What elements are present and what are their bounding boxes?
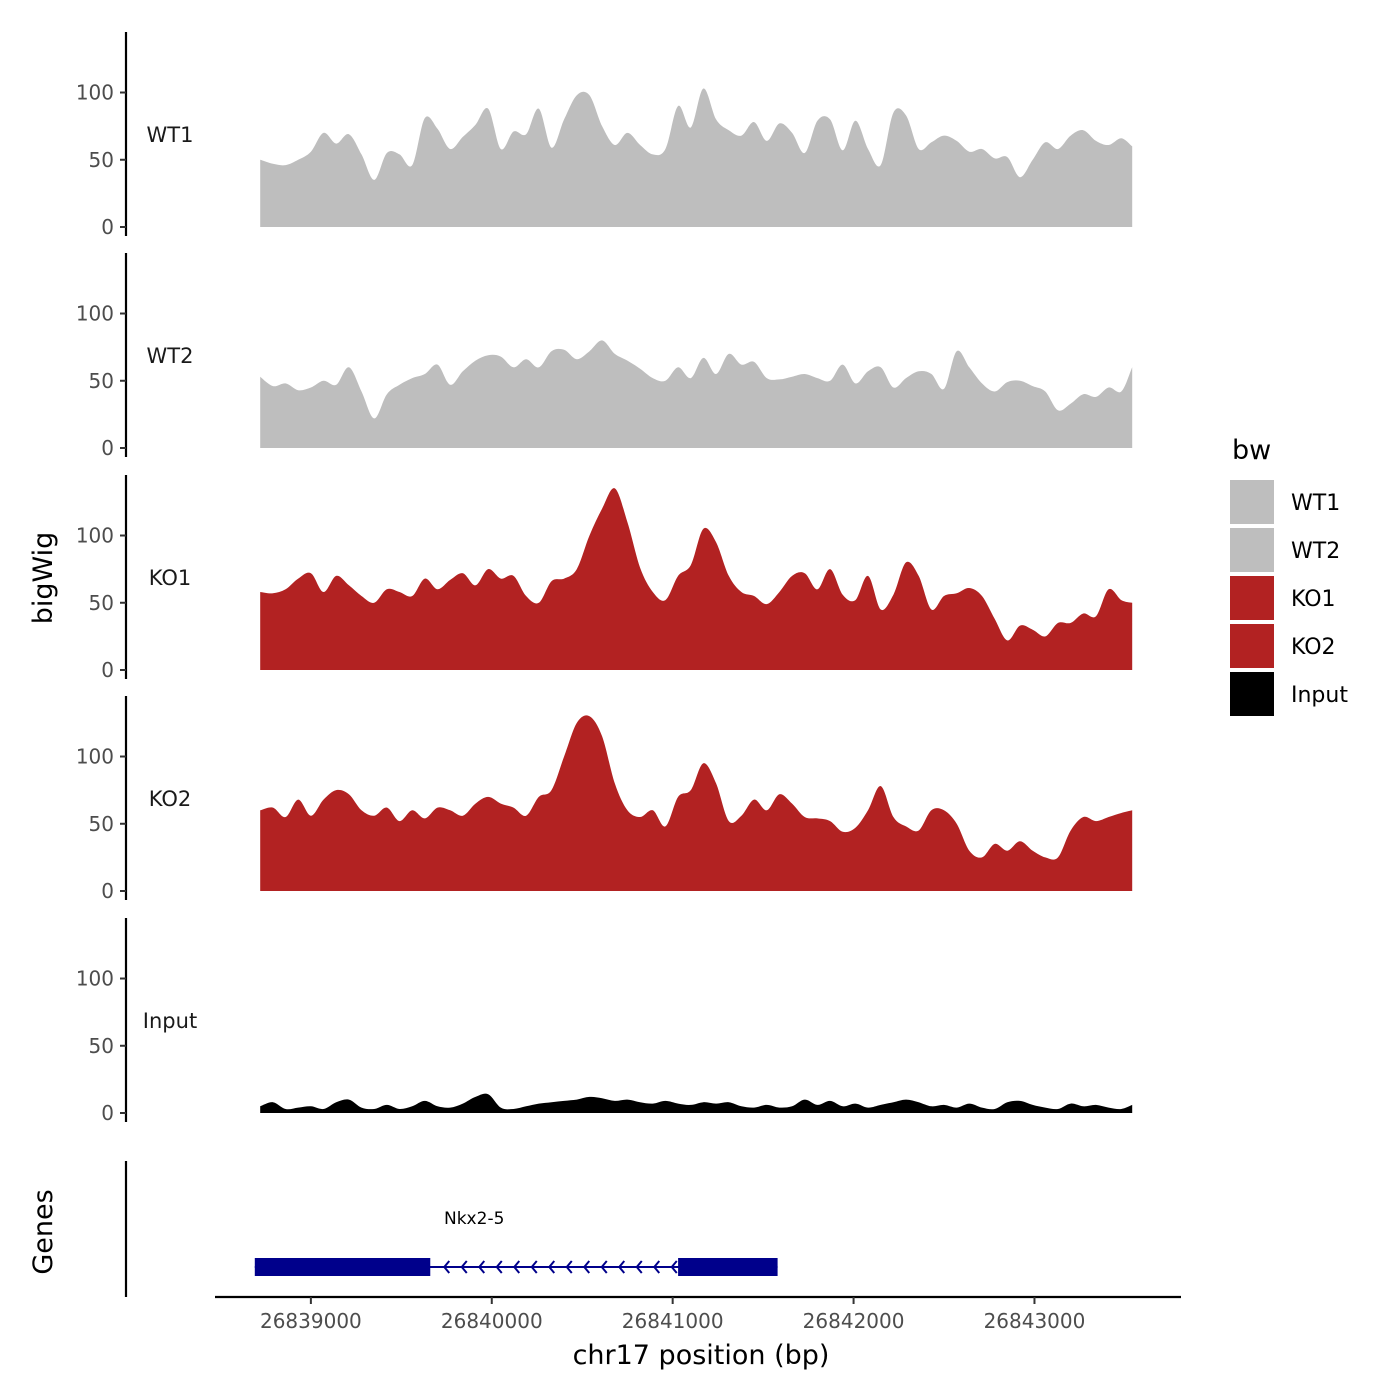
- y-tick-label: 50: [89, 1034, 114, 1058]
- track-label: WT2: [147, 344, 194, 368]
- strand-arrow: [530, 1260, 538, 1274]
- y-tick-label: 50: [89, 812, 114, 836]
- legend-label-ko1: KO1: [1291, 587, 1336, 612]
- genes-panel-title: Genes: [28, 1189, 59, 1274]
- y-tick-label: 50: [89, 369, 114, 393]
- y-tick-label: 100: [76, 81, 114, 105]
- track-label: KO2: [149, 787, 192, 811]
- y-tick-label: 50: [89, 591, 114, 615]
- x-tick-label: 26839000: [260, 1309, 362, 1333]
- legend-key-wt1: [1230, 480, 1274, 524]
- y-tick-label: 0: [101, 215, 114, 239]
- y-tick-label: 100: [76, 745, 114, 769]
- track-label: WT1: [147, 123, 194, 147]
- gene-label: Nkx2-5: [444, 1209, 504, 1229]
- strand-arrow: [652, 1260, 661, 1274]
- strand-arrow: [635, 1260, 643, 1274]
- gene-nkx2-5: Nkx2-5: [254, 1209, 778, 1276]
- coverage-area-wt1: [260, 88, 1133, 228]
- strand-arrow: [495, 1260, 503, 1274]
- gene-exon: [678, 1258, 778, 1276]
- x-tick-label: 26843000: [984, 1309, 1086, 1333]
- track-ko2: 0 50 100 KO2: [76, 696, 1133, 903]
- coverage-area-ko2: [260, 715, 1133, 891]
- legend-label-ko2: KO2: [1291, 635, 1336, 660]
- x-axis: 26839000 26840000 26841000 26842000 26843000: [215, 1295, 1181, 1333]
- legend-label-wt2: WT2: [1291, 539, 1340, 564]
- gene-exon: [254, 1258, 431, 1276]
- strand-arrow: [477, 1260, 486, 1274]
- y-axis-title: bigWig: [28, 532, 59, 625]
- y-tick-label: 50: [89, 148, 114, 172]
- legend-label-wt1: WT1: [1291, 491, 1340, 516]
- bigwig-tracks: 0 50 100 WT1 0 50 100 WT2 0 50 100 KO1 0 50 100 KO2 0 50 1…: [76, 32, 1133, 1125]
- y-tick-label: 100: [76, 302, 114, 326]
- legend-key-ko2: [1230, 624, 1274, 668]
- strand-arrow: [565, 1260, 573, 1274]
- legend: bw WT1 WT2 KO1 KO2 Input: [1230, 435, 1348, 716]
- x-axis-title: chr17 position (bp): [573, 1340, 830, 1371]
- legend-key-ko1: [1230, 576, 1274, 620]
- strand-arrow: [617, 1260, 626, 1274]
- y-tick-label: 100: [76, 967, 114, 991]
- x-tick-label: 26842000: [803, 1309, 905, 1333]
- legend-label-input: Input: [1291, 683, 1348, 708]
- track-input: 0 50 100 Input: [76, 918, 1133, 1125]
- track-wt2: 0 50 100 WT2: [76, 253, 1133, 460]
- strand-arrow: [582, 1260, 591, 1274]
- coverage-area-wt2: [260, 340, 1133, 448]
- y-tick-label: 0: [101, 1101, 114, 1125]
- y-tick-label: 0: [101, 658, 114, 682]
- coverage-area-input: [260, 1093, 1133, 1113]
- strand-arrow: [670, 1260, 678, 1274]
- track-wt1: 0 50 100 WT1: [76, 32, 1133, 239]
- legend-key-wt2: [1230, 528, 1274, 572]
- track-label: Input: [143, 1009, 197, 1033]
- strand-arrow: [547, 1260, 556, 1274]
- x-tick-label: 26840000: [441, 1309, 543, 1333]
- track-ko1: 0 50 100 KO1: [76, 475, 1133, 682]
- strand-arrow: [460, 1260, 468, 1274]
- y-tick-label: 0: [101, 879, 114, 903]
- strand-arrow: [442, 1260, 451, 1274]
- genes-panel: Nkx2-5: [124, 1161, 778, 1297]
- x-tick-label: 26841000: [622, 1309, 724, 1333]
- y-tick-label: 100: [76, 524, 114, 548]
- track-label: KO1: [149, 566, 192, 590]
- coverage-area-ko1: [260, 488, 1133, 670]
- y-tick-label: 0: [101, 436, 114, 460]
- legend-title: bw: [1232, 435, 1271, 466]
- strand-arrow: [600, 1260, 608, 1274]
- legend-key-input: [1230, 672, 1274, 716]
- strand-arrow: [512, 1260, 521, 1274]
